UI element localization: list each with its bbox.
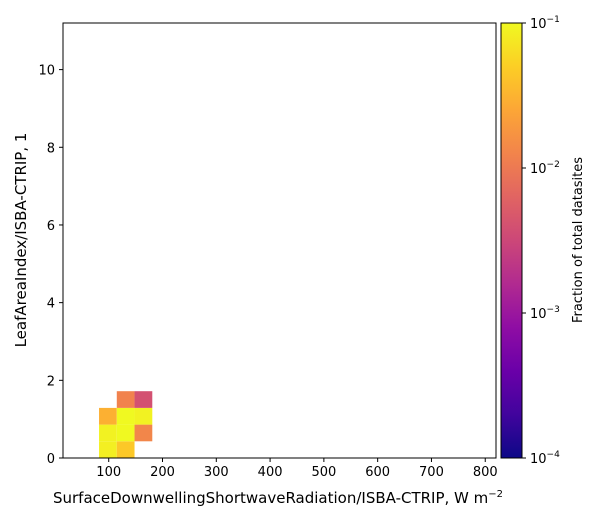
- x-axis-ticks: 100 200 300 400 500 600 700 800: [96, 458, 498, 480]
- x-tick-label: 700: [419, 465, 444, 480]
- x-tick-label: 400: [258, 465, 283, 480]
- heatmap-cells: [99, 391, 153, 458]
- heatmap-cell: [134, 424, 153, 442]
- heatmap-cell: [99, 407, 117, 425]
- x-axis-label: SurfaceDownwellingShortwaveRadiation/ISB…: [53, 489, 503, 507]
- x-tick-label: 500: [311, 465, 336, 480]
- colorbar-tick-label: 10−4: [530, 450, 560, 467]
- x-tick-label: 300: [204, 465, 229, 480]
- y-axis-label: LeafAreaIndex/ISBA-CTRIP, 1: [12, 133, 30, 348]
- colorbar-label: Fraction of total datasites: [571, 157, 586, 323]
- heatmap-cell: [116, 407, 135, 425]
- heatmap-cell: [134, 407, 153, 425]
- heatmap-cell: [99, 424, 117, 442]
- heatmap-cell: [134, 391, 153, 408]
- heatmap-cell: [99, 441, 117, 458]
- x-tick-label: 600: [365, 465, 390, 480]
- x-tick-label: 800: [473, 465, 498, 480]
- y-tick-label: 6: [47, 219, 55, 234]
- colorbar-tick-label: 10−1: [530, 15, 560, 32]
- heatmap-cell: [116, 424, 135, 442]
- x-tick-label: 200: [150, 465, 175, 480]
- plot-frame: [62, 22, 497, 459]
- y-tick-label: 4: [47, 297, 55, 312]
- y-tick-label: 8: [47, 141, 55, 156]
- y-tick-label: 2: [47, 374, 55, 389]
- y-tick-label: 0: [47, 452, 55, 467]
- colorbar: [500, 22, 523, 459]
- heatmap-cell: [116, 441, 135, 458]
- colorbar-ticks: 10−1 10−2 10−3 10−4: [522, 15, 560, 467]
- heatmap-cell: [116, 391, 135, 408]
- colorbar-tick-label: 10−2: [530, 160, 560, 177]
- x-tick-label: 100: [96, 465, 121, 480]
- colorbar-tick-label: 10−3: [530, 305, 560, 322]
- y-tick-label: 10: [38, 64, 55, 79]
- y-axis-ticks: 0 2 4 6 8 10: [38, 64, 63, 467]
